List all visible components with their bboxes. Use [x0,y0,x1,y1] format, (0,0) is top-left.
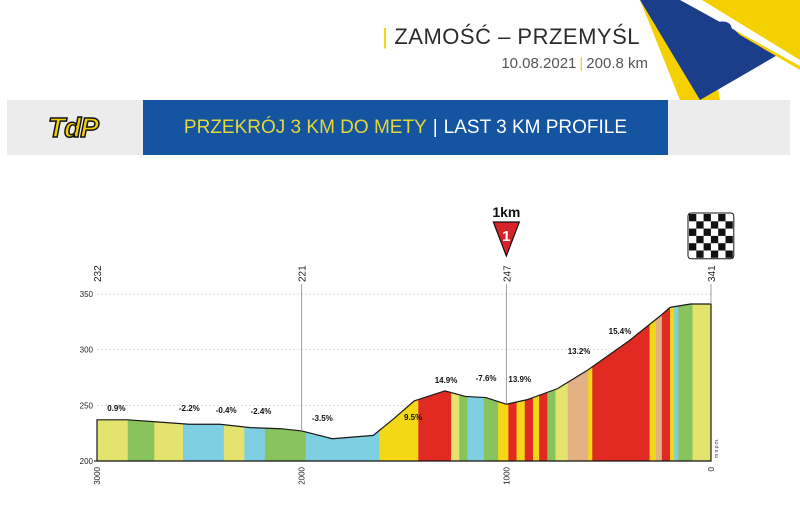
profile-segment-21 [555,304,569,461]
km-marker-sign: 1 [502,228,510,245]
finish-flag-square [689,214,697,222]
gradient-label-4: -3.5% [312,414,333,423]
gradient-label-2: -0.4% [216,406,237,415]
profile-segment-5 [244,304,266,461]
x-tick-label-1: 2000 [298,466,307,484]
stage-number: 02 [685,13,735,62]
y-axis-unit-label: m n.p.m. [714,439,720,458]
stage-distance: 200.8 km [586,55,648,72]
gradient-label-9: 13.2% [568,347,591,356]
profile-segment-9 [418,304,452,461]
x-tick-label-2: 1000 [502,466,511,484]
gradient-label-1: -2.2% [179,404,200,413]
profile-segment-23 [588,304,593,461]
profile-segment-26 [655,304,663,461]
finish-flag-square [718,243,726,251]
stage-date: 10.08.2021 [501,55,577,72]
profile-segment-25 [649,304,657,461]
profile-banner-title: PRZEKRÓJ 3 KM DO METY | LAST 3 KM PROFILE [143,100,668,155]
elevation-label-0: 232 [93,265,104,282]
profile-outline [96,303,712,462]
profile-segment-1 [127,304,155,461]
finish-flag-square [696,250,704,258]
finish-flag-square [725,221,733,229]
x-tick-label-0: 3000 [93,466,102,484]
profile-segment-7 [305,304,380,461]
tdp-logo: TdP [47,111,99,144]
gradient-label-0: 0.9% [107,404,125,413]
profile-segment-0 [97,304,128,461]
profile-segment-22 [567,304,589,461]
header-corner-graphic [640,0,800,100]
profile-segment-31 [692,304,711,461]
finish-flag-square [725,250,733,258]
stage-subtitle: 10.08.2021 | 200.8 km [501,55,648,72]
elevation-label-3: 341 [707,265,718,282]
gradient-label-8: 13.9% [508,375,531,384]
profile-segment-29 [674,304,679,461]
banner-separator: | [432,117,438,138]
gradient-label-5: 9.5% [404,413,422,422]
elevation-label-1: 221 [298,265,309,282]
gradient-label-10: 15.4% [609,327,632,336]
profile-segment-10 [451,304,460,461]
profile-segment-24 [592,304,650,461]
profile-segment-30 [678,304,693,461]
finish-flag-square [703,228,711,236]
profile-segment-20 [547,304,556,461]
finish-flag-square [689,228,697,236]
finish-flag-square [725,235,733,244]
corner-white-shape [680,0,800,66]
km-marker-triangle [492,221,521,258]
route-text: ZAMOŚĆ – PRZEMYŚL [394,24,640,49]
profile-segment-15 [508,304,517,461]
banner-title-en: LAST 3 KM PROFILE [443,117,628,138]
finish-flag-icon [687,212,735,260]
profile-segment-11 [459,304,468,461]
profile-segment-16 [516,304,526,461]
subtitle-separator: | [579,55,584,72]
finish-flag-square [710,250,719,258]
finish-flag-square [703,243,711,251]
km-marker-0: 1km 1 [492,204,521,258]
profile-segment-2 [154,304,184,461]
finish-flag-square [710,235,719,244]
y-tick-label-2: 300 [80,346,94,355]
gradient-label-3: -2.4% [251,407,272,416]
finish-flag-square [689,243,697,251]
profile-segment-19 [539,304,548,461]
finish-flag-square [718,214,726,222]
finish-flag-square [696,235,704,244]
profile-segment-18 [532,304,540,461]
profile-segment-14 [498,304,509,461]
elevation-label-2: 247 [502,265,513,282]
profile-segment-12 [467,304,485,461]
y-tick-label-1: 250 [80,401,94,410]
profile-segment-8 [379,304,419,461]
gradient-label-7: -7.6% [476,374,497,383]
gradient-label-6: 14.9% [435,376,458,385]
profile-segments [97,304,711,461]
profile-segment-6 [264,304,307,461]
profile-segment-27 [661,304,671,461]
profile-segment-4 [223,304,245,461]
stage-route-title: | ZAMOŚĆ – PRZEMYŚL [382,24,640,50]
profile-segment-28 [670,304,675,461]
finish-flag-square [718,228,726,236]
x-tick-label-3: 0 [707,466,716,471]
km-marker-label: 1km [492,204,520,220]
finish-flag-square [710,221,719,229]
profile-segment-3 [182,304,225,461]
finish-flag-square [696,221,704,229]
banner-title-pl: PRZEKRÓJ 3 KM DO METY [183,117,427,138]
profile-segment-13 [483,304,499,461]
profile-banner-bar [143,100,668,155]
finish-flag-square [703,214,711,222]
title-accent-bar: | [382,24,389,49]
profile-segment-17 [524,304,534,461]
y-tick-label-3: 350 [80,290,94,299]
y-tick-label-0: 200 [80,457,94,466]
